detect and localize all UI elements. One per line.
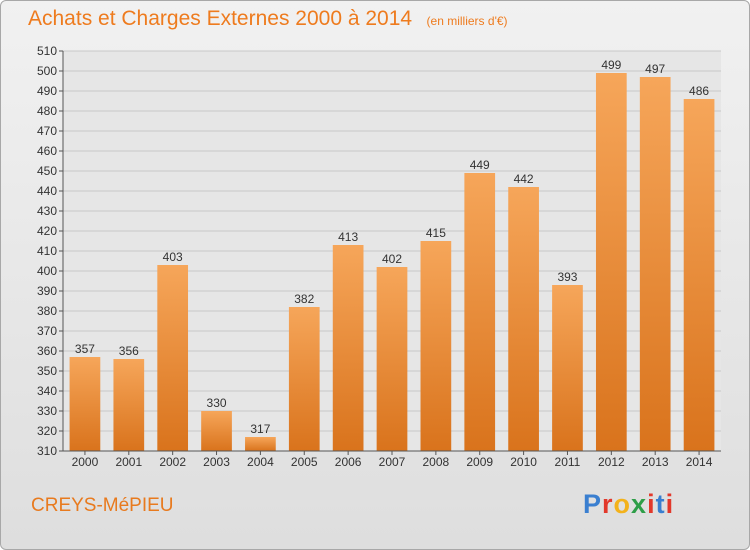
- bar: [508, 187, 539, 451]
- y-tick-label: 360: [37, 344, 57, 358]
- y-tick-label: 390: [37, 284, 57, 298]
- x-tick-label: 2010: [510, 455, 537, 469]
- value-label: 449: [470, 158, 490, 172]
- x-tick-label: 2002: [159, 455, 186, 469]
- bar: [376, 267, 408, 451]
- chart-subtitle: (en milliers d'€): [426, 14, 508, 28]
- value-label: 486: [689, 84, 709, 98]
- bar: [639, 77, 671, 451]
- y-tick-label: 440: [37, 184, 57, 198]
- bar: [420, 241, 452, 451]
- x-tick-label: 2012: [598, 455, 625, 469]
- y-tick-label: 490: [37, 84, 57, 98]
- value-label: 382: [294, 292, 314, 306]
- proxiti-logo: Proxiti: [583, 489, 674, 520]
- bar: [201, 411, 232, 451]
- x-tick-label: 2001: [115, 455, 142, 469]
- y-tick-label: 310: [37, 444, 57, 458]
- logo-letter: i: [665, 489, 675, 519]
- value-label: 357: [75, 342, 95, 356]
- bar: [113, 359, 145, 451]
- value-labels: 357 356 403 330 317 382 413 402 415 449 442 393 499 4…: [75, 58, 709, 436]
- value-label: 415: [426, 226, 446, 240]
- y-tick-label: 510: [37, 44, 57, 58]
- logo-letter: o: [613, 489, 632, 519]
- y-tick-label: 400: [37, 264, 57, 278]
- logo-letter: r: [602, 489, 614, 519]
- y-tick-label: 480: [37, 104, 57, 118]
- value-label: 402: [382, 252, 402, 266]
- x-tick-label: 2007: [379, 455, 406, 469]
- place-name: CREYS-MéPIEU: [31, 495, 174, 516]
- x-tick-label: 2011: [555, 455, 581, 469]
- x-tick-label: 2008: [423, 455, 450, 469]
- x-tick-label: 2014: [686, 455, 713, 469]
- value-label: 356: [119, 344, 139, 358]
- bar: [332, 245, 364, 451]
- logo-letter: x: [631, 489, 648, 519]
- y-tick-label: 350: [37, 364, 57, 378]
- bar: [552, 285, 583, 451]
- x-tick-labels: 2000 2001 2002 2003 2004 2005 2006 2007 2008 2009…: [72, 455, 713, 469]
- y-tick-label: 450: [37, 164, 57, 178]
- x-tick-label: 2005: [291, 455, 318, 469]
- axes: [59, 50, 721, 455]
- bars: [69, 73, 715, 451]
- y-tick-label: 330: [37, 404, 57, 418]
- y-tick-label: 420: [37, 224, 57, 238]
- bar: [595, 73, 627, 451]
- x-tick-label: 2000: [72, 455, 99, 469]
- x-tick-label: 2003: [203, 455, 230, 469]
- x-tick-label: 2004: [247, 455, 274, 469]
- value-label: 499: [601, 58, 621, 72]
- bar: [464, 173, 496, 451]
- y-tick-label: 380: [37, 304, 57, 318]
- y-tick-label: 410: [37, 244, 57, 258]
- bar: [288, 307, 320, 451]
- y-tick-label: 370: [37, 324, 57, 338]
- y-tick-labels: 310 320 330 340 350 360 370 380 390 400 410 420 430 4…: [37, 44, 57, 458]
- y-tick-label: 340: [37, 384, 57, 398]
- value-label: 330: [207, 396, 227, 410]
- logo-letter: t: [655, 489, 666, 519]
- logo-letter: i: [647, 489, 656, 519]
- x-tick-label: 2006: [335, 455, 362, 469]
- bar: [683, 99, 715, 451]
- chart-title: Achats et Charges Externes 2000 à 2014: [28, 7, 413, 30]
- value-label: 317: [250, 422, 270, 436]
- bar: [69, 357, 101, 451]
- value-label: 497: [645, 62, 665, 76]
- bar: [157, 265, 189, 451]
- x-tick-label: 2009: [466, 455, 493, 469]
- y-tick-label: 470: [37, 124, 57, 138]
- title-row: Achats et Charges Externes 2000 à 2014 (…: [28, 7, 508, 31]
- value-label: 442: [514, 172, 534, 186]
- logo-letter: P: [583, 489, 603, 519]
- x-tick-label: 2013: [642, 455, 669, 469]
- y-tick-label: 430: [37, 204, 57, 218]
- value-label: 413: [338, 230, 358, 244]
- y-tick-label: 500: [37, 64, 57, 78]
- value-label: 393: [557, 270, 577, 284]
- bar: [245, 437, 276, 451]
- value-label: 403: [163, 250, 183, 264]
- y-tick-label: 460: [37, 144, 57, 158]
- y-tick-label: 320: [37, 424, 57, 438]
